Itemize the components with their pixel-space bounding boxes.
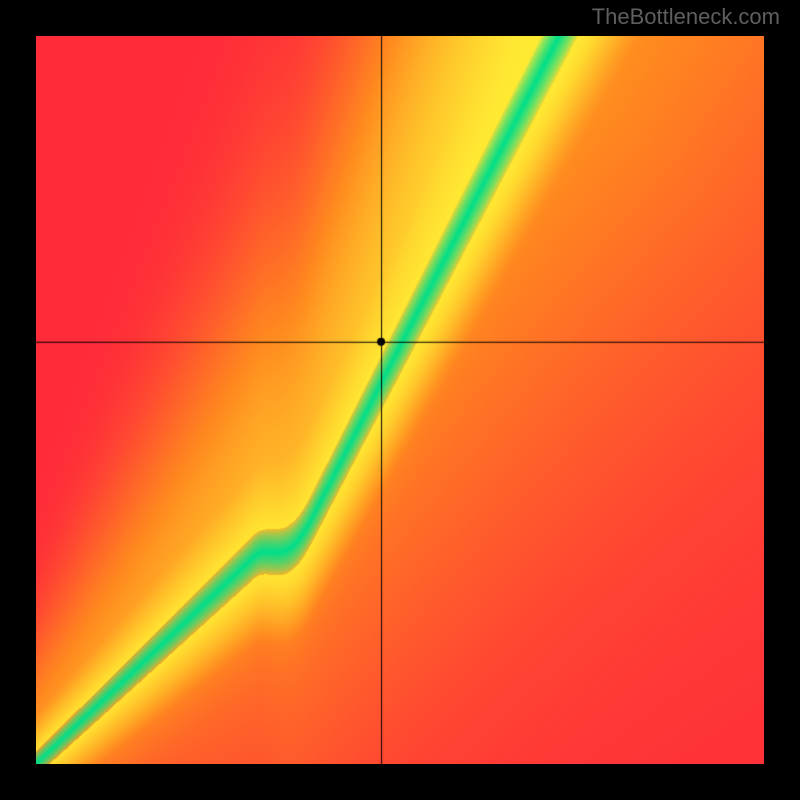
watermark-text: TheBottleneck.com: [592, 4, 780, 30]
bottleneck-heatmap: [36, 36, 764, 764]
chart-container: TheBottleneck.com: [0, 0, 800, 800]
